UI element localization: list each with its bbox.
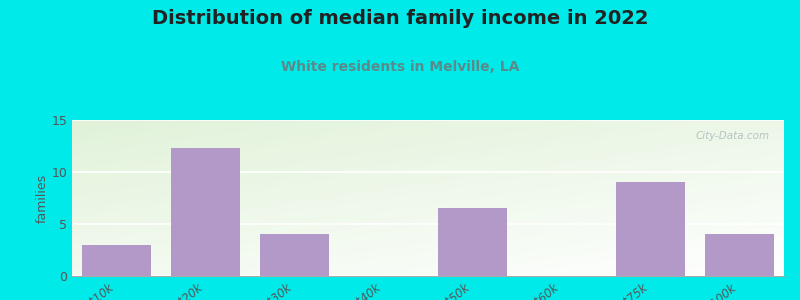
Text: White residents in Melville, LA: White residents in Melville, LA [281,60,519,74]
Bar [705,234,774,276]
Bar [616,182,686,276]
Bar [82,245,151,276]
Bar [260,234,330,276]
Text: Distribution of median family income in 2022: Distribution of median family income in … [152,9,648,28]
Bar [170,148,240,276]
Bar [438,208,507,276]
Y-axis label: families: families [35,173,49,223]
Text: City-Data.com: City-Data.com [696,131,770,141]
